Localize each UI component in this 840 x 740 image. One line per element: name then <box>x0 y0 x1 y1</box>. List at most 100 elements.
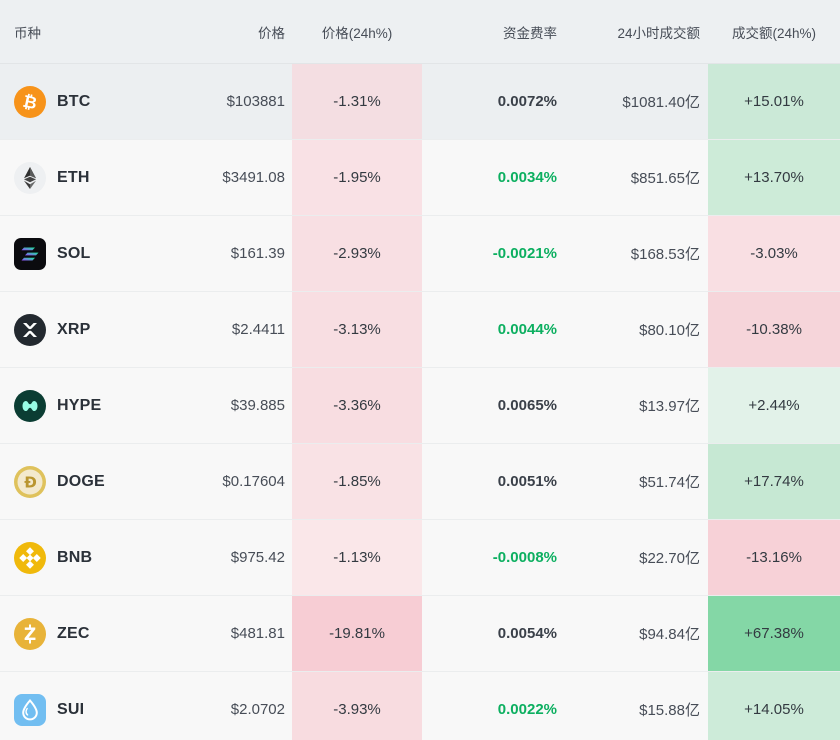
coin-symbol: BNB <box>57 548 93 566</box>
price-change-24h-cell: -2.93% <box>292 216 422 291</box>
table-row-hype[interactable]: HYPE $39.885 -3.36% 0.0065% $13.97亿 +2.4… <box>0 368 840 444</box>
volume-change-24h: +14.05% <box>744 701 804 718</box>
header-price-24h: 价格(24h%) <box>321 25 393 41</box>
volume-24h: $1081.40亿 <box>622 94 700 111</box>
header-price: 价格 <box>258 25 285 41</box>
funding-rate: 0.0051% <box>497 473 557 490</box>
funding-rate: 0.0044% <box>497 321 557 338</box>
zec-icon: Z <box>14 617 46 650</box>
volume-24h: $13.97亿 <box>639 398 700 415</box>
doge-icon: Ð <box>14 465 46 498</box>
volume-24h: $22.70亿 <box>639 550 700 567</box>
volume-change-24h-cell: +13.70% <box>708 140 840 215</box>
price-change-24h-cell: -19.81% <box>292 596 422 671</box>
coin-price: $2.0702 <box>230 701 285 718</box>
hype-icon <box>14 389 46 422</box>
table-row-bnb[interactable]: BNB $975.42 -1.13% -0.0008% $22.70亿 -13.… <box>0 520 840 596</box>
sui-icon <box>14 693 46 726</box>
price-change-24h-cell: -3.93% <box>292 672 422 740</box>
funding-rate: 0.0072% <box>497 93 557 110</box>
volume-change-24h-cell: +14.05% <box>708 672 840 740</box>
coin-price: $0.17604 <box>222 473 285 490</box>
table-row-xrp[interactable]: XRP $2.4411 -3.13% 0.0044% $80.10亿 -10.3… <box>0 292 840 368</box>
volume-change-24h: +17.74% <box>744 473 804 490</box>
svg-text:₿: ₿ <box>21 91 39 113</box>
price-change-24h: -1.95% <box>333 169 381 186</box>
coin-symbol: ETH <box>57 168 90 186</box>
funding-rate: -0.0008% <box>492 549 557 566</box>
price-change-24h: -1.85% <box>333 473 381 490</box>
volume-change-24h-cell: +67.38% <box>708 596 840 671</box>
price-change-24h: -1.31% <box>333 93 381 110</box>
volume-change-24h: -3.03% <box>750 245 798 262</box>
coin-price: $3491.08 <box>222 169 285 186</box>
volume-change-24h: +2.44% <box>748 397 800 414</box>
volume-change-24h-cell: -3.03% <box>708 216 840 291</box>
coin-symbol: DOGE <box>57 472 105 490</box>
volume-change-24h: -13.16% <box>746 549 802 566</box>
price-change-24h: -19.81% <box>329 625 385 642</box>
volume-change-24h: +67.38% <box>744 625 804 642</box>
price-change-24h-cell: -3.13% <box>292 292 422 367</box>
price-change-24h-cell: -1.31% <box>292 64 422 139</box>
coin-price: $161.39 <box>230 245 285 262</box>
table-row-doge[interactable]: Ð DOGE $0.17604 -1.85% 0.0051% $51.74亿 +… <box>0 444 840 520</box>
volume-change-24h: -10.38% <box>746 321 802 338</box>
coin-symbol: SOL <box>57 244 91 262</box>
header-coin: 币种 <box>14 25 41 41</box>
header-funding-rate: 资金费率 <box>503 25 557 41</box>
table-header-row: 币种 价格 价格(24h%) 资金费率 24小时成交额 成交额(24h%) <box>0 0 840 64</box>
volume-change-24h-cell: -10.38% <box>708 292 840 367</box>
coin-symbol: BTC <box>57 92 91 110</box>
volume-24h: $80.10亿 <box>639 322 700 339</box>
price-change-24h-cell: -1.95% <box>292 140 422 215</box>
volume-change-24h: +15.01% <box>744 93 804 110</box>
volume-change-24h-cell: +15.01% <box>708 64 840 139</box>
funding-rate: 0.0054% <box>497 625 557 642</box>
svg-text:Z: Z <box>24 625 36 645</box>
coin-symbol: XRP <box>57 320 91 338</box>
price-change-24h: -1.13% <box>333 549 381 566</box>
price-change-24h-cell: -1.85% <box>292 444 422 519</box>
volume-change-24h-cell: +17.74% <box>708 444 840 519</box>
bnb-icon <box>14 541 46 574</box>
funding-rate: 0.0034% <box>497 169 557 186</box>
volume-24h: $15.88亿 <box>639 702 700 719</box>
volume-change-24h: +13.70% <box>744 169 804 186</box>
header-volume-change-24h: 成交额(24h%) <box>731 25 817 41</box>
table-row-sol[interactable]: SOL $161.39 -2.93% -0.0021% $168.53亿 -3.… <box>0 216 840 292</box>
coin-symbol: SUI <box>57 700 85 718</box>
coin-price: $103881 <box>226 93 285 110</box>
table-row-btc[interactable]: ₿ BTC $103881 -1.31% 0.0072% $1081.40亿 +… <box>0 64 840 140</box>
price-change-24h: -3.93% <box>333 701 381 718</box>
price-change-24h-cell: -3.36% <box>292 368 422 443</box>
svg-text:Ð: Ð <box>24 473 37 491</box>
table-row-zec[interactable]: Z ZEC $481.81 -19.81% 0.0054% $94.84亿 +6… <box>0 596 840 672</box>
funding-rate: -0.0021% <box>492 245 557 262</box>
coin-price: $975.42 <box>230 549 285 566</box>
coin-price: $2.4411 <box>231 321 285 338</box>
btc-icon: ₿ <box>14 85 46 118</box>
price-change-24h: -3.13% <box>333 321 381 338</box>
table-row-sui[interactable]: SUI $2.0702 -3.93% 0.0022% $15.88亿 +14.0… <box>0 672 840 740</box>
table-body: ₿ BTC $103881 -1.31% 0.0072% $1081.40亿 +… <box>0 64 840 740</box>
volume-change-24h-cell: +2.44% <box>708 368 840 443</box>
volume-24h: $51.74亿 <box>639 474 700 491</box>
volume-24h: $851.65亿 <box>630 170 700 187</box>
funding-rate: 0.0065% <box>497 397 557 414</box>
xrp-icon <box>14 313 46 346</box>
coin-symbol: HYPE <box>57 396 102 414</box>
header-volume-24h: 24小时成交额 <box>617 25 700 41</box>
volume-24h: $168.53亿 <box>630 246 700 263</box>
coin-price: $39.885 <box>230 397 285 414</box>
funding-rate: 0.0022% <box>497 701 557 718</box>
price-change-24h: -2.93% <box>333 245 381 262</box>
table-row-eth[interactable]: ETH $3491.08 -1.95% 0.0034% $851.65亿 +13… <box>0 140 840 216</box>
volume-change-24h-cell: -13.16% <box>708 520 840 595</box>
price-change-24h: -3.36% <box>333 397 381 414</box>
eth-icon <box>14 161 46 194</box>
sol-icon <box>14 237 46 270</box>
coin-price: $481.81 <box>230 625 285 642</box>
price-change-24h-cell: -1.13% <box>292 520 422 595</box>
